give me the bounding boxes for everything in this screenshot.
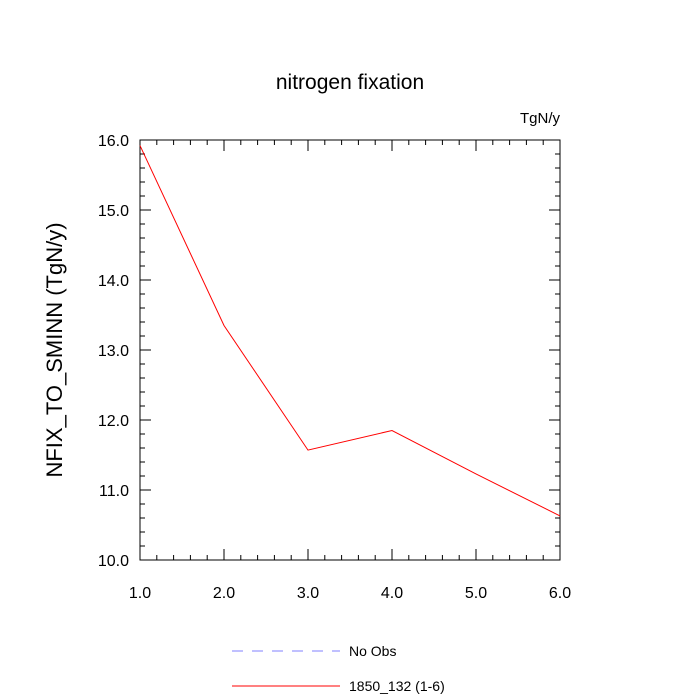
y-tick-label: 14.0 bbox=[98, 273, 129, 290]
y-tick-label: 15.0 bbox=[98, 203, 129, 220]
tick-labels: 1.0 2.0 3.0 4.0 5.0 6.0 10.0 11.0 12.0 13.0 14.0 15… bbox=[98, 133, 571, 602]
y-tick-label: 12.0 bbox=[98, 413, 129, 430]
y-tick-label: 10.0 bbox=[98, 553, 129, 570]
plot-frame bbox=[139, 139, 561, 561]
x-tick-label: 3.0 bbox=[297, 585, 319, 602]
x-tick-label: 5.0 bbox=[465, 585, 487, 602]
x-tick-label: 2.0 bbox=[213, 585, 235, 602]
x-tick-label: 1.0 bbox=[129, 585, 151, 602]
y-axis-label: NFIX_TO_SMINN (TgN/y) bbox=[42, 222, 67, 477]
legend-label-no-obs: No Obs bbox=[349, 643, 396, 659]
y-tick-label: 16.0 bbox=[98, 133, 129, 150]
series-line-1850-132 bbox=[139, 145, 561, 517]
axis-ticks bbox=[139, 139, 561, 561]
chart-title: nitrogen fixation bbox=[276, 71, 424, 94]
legend-label-1850-132: 1850_132 (1-6) bbox=[349, 678, 445, 694]
units-label: TgN/y bbox=[520, 110, 561, 127]
y-tick-label: 11.0 bbox=[99, 483, 129, 500]
series-group bbox=[139, 145, 561, 517]
x-tick-label: 6.0 bbox=[549, 585, 571, 602]
y-tick-label: 13.0 bbox=[98, 343, 129, 360]
x-tick-label: 4.0 bbox=[381, 585, 403, 602]
legend: No Obs 1850_132 (1-6) bbox=[232, 643, 445, 694]
